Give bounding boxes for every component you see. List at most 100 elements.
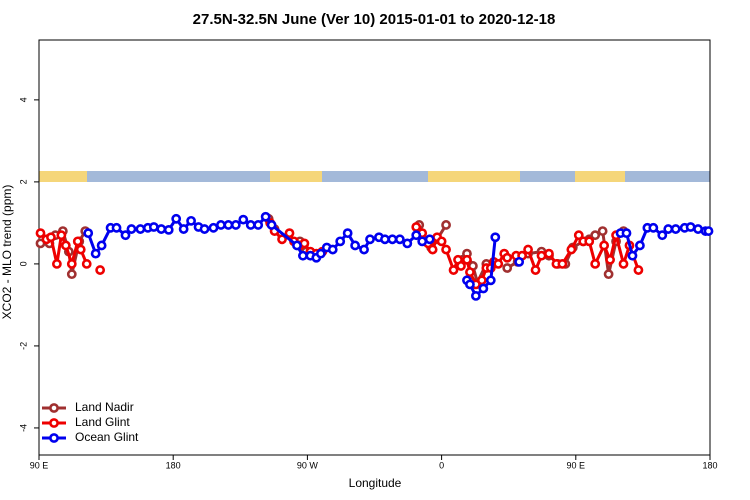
point (148, 222, 159, 232)
point (365, 234, 375, 245)
point (618, 259, 629, 269)
point (441, 220, 451, 230)
point (284, 228, 295, 239)
point (66, 269, 77, 280)
point (111, 222, 122, 233)
point (171, 213, 182, 224)
point (456, 261, 466, 271)
point (72, 236, 83, 247)
point (299, 238, 310, 249)
point (342, 228, 353, 239)
point (648, 222, 659, 233)
land-ocean-strip (39, 171, 710, 182)
point (627, 250, 638, 261)
point (448, 265, 459, 275)
point (253, 220, 264, 230)
point (245, 220, 256, 230)
point (424, 234, 435, 245)
point (536, 250, 547, 261)
point (462, 254, 472, 265)
point (573, 230, 584, 241)
point (502, 252, 513, 263)
point (35, 228, 46, 239)
legend-label: Ocean Glint (75, 430, 139, 444)
point (135, 224, 146, 234)
point (523, 244, 533, 255)
point (223, 220, 234, 230)
point (490, 232, 501, 243)
point (60, 240, 71, 251)
point (81, 259, 92, 269)
y-tick-label: -2 (18, 342, 28, 350)
point (51, 259, 62, 269)
point (603, 269, 614, 280)
point (411, 222, 422, 232)
point (298, 250, 308, 261)
point (394, 234, 405, 245)
point (635, 240, 645, 251)
point (470, 290, 481, 301)
point (387, 234, 398, 245)
point (485, 275, 496, 286)
point (427, 244, 438, 255)
point (544, 248, 554, 259)
point (590, 230, 601, 241)
point (703, 226, 714, 236)
point (186, 215, 196, 226)
point (90, 248, 101, 259)
point (380, 234, 390, 245)
point (178, 224, 189, 234)
point (693, 224, 703, 234)
point (605, 254, 615, 265)
point (292, 240, 302, 251)
point (238, 214, 249, 225)
point (327, 244, 338, 255)
point (411, 230, 422, 241)
point (402, 238, 413, 249)
point (621, 228, 632, 239)
point (657, 230, 668, 241)
point (46, 232, 56, 243)
point (208, 222, 219, 233)
point (359, 244, 369, 255)
point (260, 211, 271, 222)
y-tick-label: 4 (18, 97, 28, 102)
point (590, 259, 601, 269)
point (566, 244, 577, 255)
x-tick-label: 180 (166, 460, 181, 470)
point (436, 236, 447, 247)
point (315, 248, 326, 259)
point (83, 228, 94, 239)
x-tick-label: 0 (439, 460, 444, 470)
point (335, 236, 346, 247)
point (120, 230, 131, 241)
y-tick-label: -4 (18, 424, 28, 432)
chart-title: 27.5N-32.5N June (Ver 10) 2015-01-01 to … (193, 11, 556, 28)
y-tick-label: 0 (18, 261, 28, 266)
y-tick-label: 2 (18, 179, 28, 184)
point (476, 275, 487, 286)
point (95, 265, 106, 275)
point (441, 244, 451, 255)
point (465, 279, 475, 290)
point (557, 259, 568, 269)
point (478, 283, 489, 294)
legend-marker (49, 433, 59, 443)
point (502, 263, 513, 273)
legend-marker (49, 418, 59, 428)
point (216, 220, 226, 230)
point (599, 240, 610, 251)
point (493, 259, 504, 269)
point (514, 256, 525, 267)
x-axis-label: Longitude (349, 476, 402, 490)
point (156, 224, 167, 234)
legend-marker (49, 403, 59, 413)
point (663, 224, 674, 234)
plot-frame (38, 39, 711, 456)
point (75, 244, 86, 255)
x-tick-label: 90 E (30, 460, 49, 470)
x-tick-label: 90 E (567, 460, 586, 470)
y-axis-label: XCO2 - MLO trend (ppm) (0, 185, 14, 320)
point (465, 267, 475, 278)
point (266, 220, 277, 230)
